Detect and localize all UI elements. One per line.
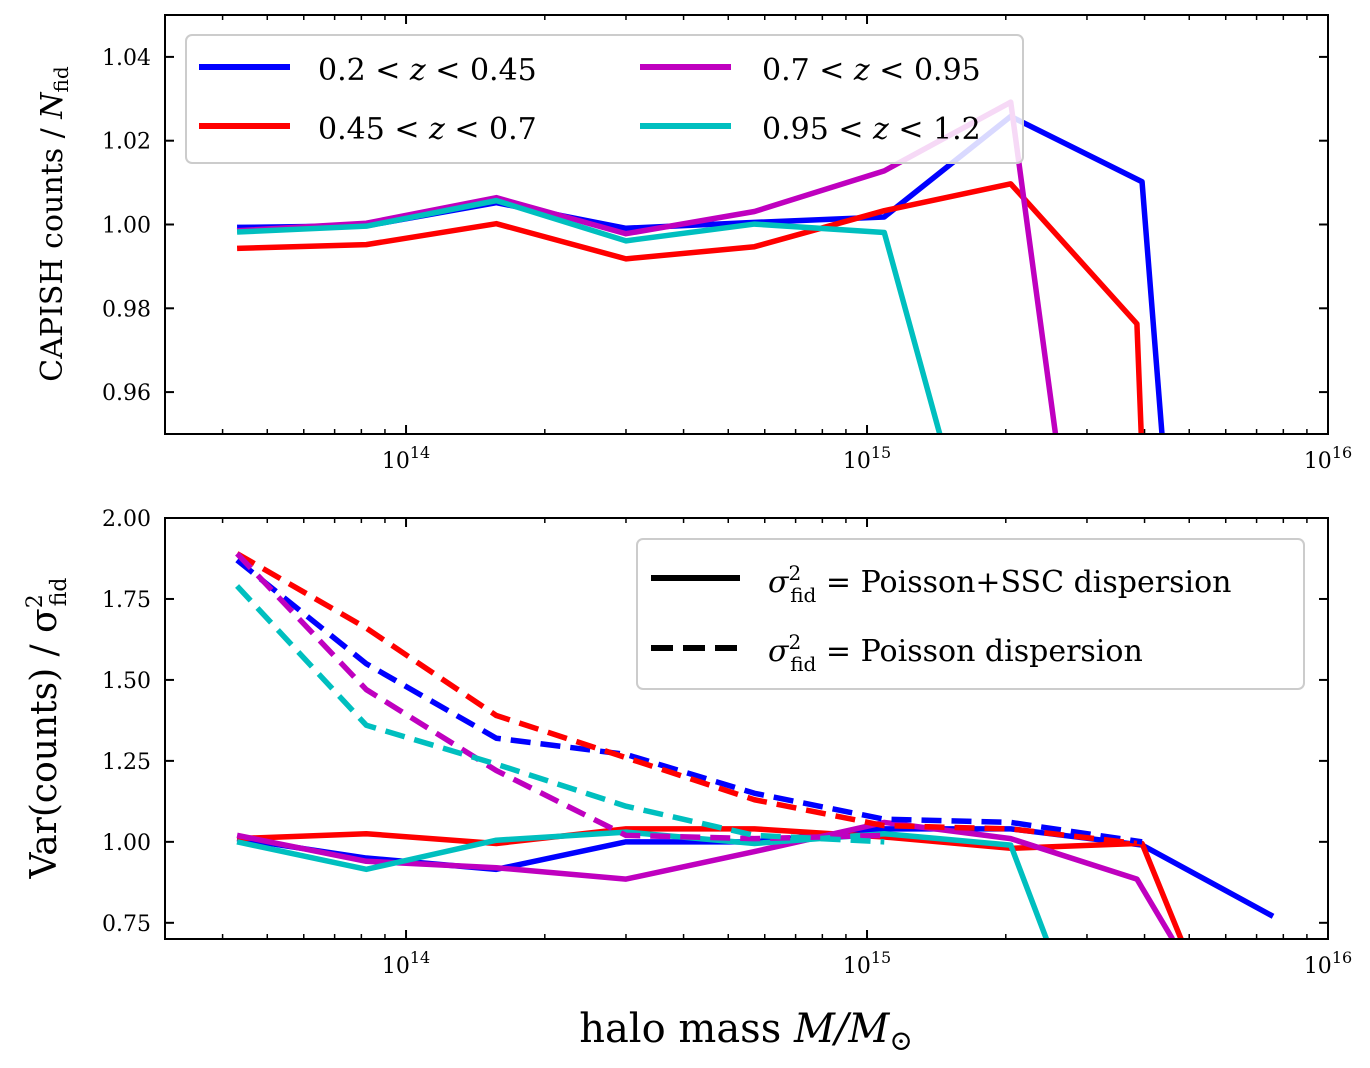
bottom-ylabel: Var(counts) / σ2fid [23, 578, 72, 880]
top-ytick-label: 1.02 [102, 130, 151, 155]
top-xtick-label: 1014 [382, 443, 430, 474]
bottom-panel: 1014 1015 1016 0.75 1.00 1.25 1.50 1.75 2.00 Var… [23, 507, 1352, 1057]
top-series-group [236, 99, 1165, 434]
top-ytick-label: 0.98 [102, 297, 151, 322]
bottom-xtick-label: 1016 [1304, 948, 1352, 979]
top-ytick-label: 1.04 [102, 46, 151, 71]
bottom-ytick-label: 1.50 [102, 669, 151, 694]
bottom-ytick-label: 1.75 [102, 588, 151, 613]
top-xtick-label: 1016 [1304, 443, 1352, 474]
top-ticks: 1014 1015 1016 0.96 0.98 1.00 1.02 1.04 [102, 15, 1352, 474]
bottom-ytick-label: 1.25 [102, 750, 151, 775]
bottom-ytick-label: 1.00 [102, 831, 151, 856]
legend-label-dashed: σ2 fid = Poisson dispersion [768, 630, 1143, 676]
top-series-line-4 [236, 197, 943, 434]
xlabel: halo mass M/M⊙ [579, 1006, 913, 1057]
bottom-ytick-label: 0.75 [102, 912, 151, 937]
legend-label-series-2: 0.45 < z < 0.7 [318, 112, 537, 147]
top-axes-frame [164, 14, 1329, 435]
top-legend-box [185, 34, 1024, 164]
bottom-series-line-3 [236, 819, 1175, 939]
bottom-legend: σ2 fid = Poisson+SSC dispersion σ2 fid = P… [636, 538, 1305, 690]
top-panel: 1014 1015 1016 0.96 0.98 1.00 1.02 1.04 CAPISH … [35, 14, 1352, 474]
top-series-line-2 [236, 181, 1144, 434]
bottom-xtick-label: 1014 [382, 948, 430, 979]
bottom-ytick-label: 2.00 [102, 507, 151, 532]
bottom-xtick-label: 1015 [843, 948, 891, 979]
top-series-line-1 [237, 113, 1165, 434]
bottom-ticks: 1014 1015 1016 0.75 1.00 1.25 1.50 1.75 2.00 [102, 507, 1352, 979]
bottom-series-group [235, 551, 1275, 939]
top-ytick-label: 0.96 [102, 381, 151, 406]
top-ytick-label: 1.00 [102, 214, 151, 239]
bottom-axes-frame [164, 517, 1329, 940]
legend-label-solid: σ2 fid = Poisson+SSC dispersion [768, 561, 1231, 607]
top-xtick-label: 1015 [843, 443, 891, 474]
legend-label-series-4: 0.95 < z < 1.2 [762, 112, 981, 147]
bottom-series-line-4 [236, 829, 1049, 939]
legend-label-series-3: 0.7 < z < 0.95 [762, 53, 981, 88]
bottom-series-poisson-2 [235, 551, 1138, 847]
bottom-legend-box [636, 538, 1305, 690]
top-legend: 0.2 < z < 0.45 0.45 < z < 0.7 0.7 < z < … [185, 34, 1024, 164]
bottom-series-poisson-4 [235, 584, 885, 845]
bottom-series-poisson-1 [235, 557, 1143, 845]
top-ylabel: CAPISH counts / Nfid [35, 66, 73, 382]
legend-label-series-1: 0.2 < z < 0.45 [318, 53, 537, 88]
